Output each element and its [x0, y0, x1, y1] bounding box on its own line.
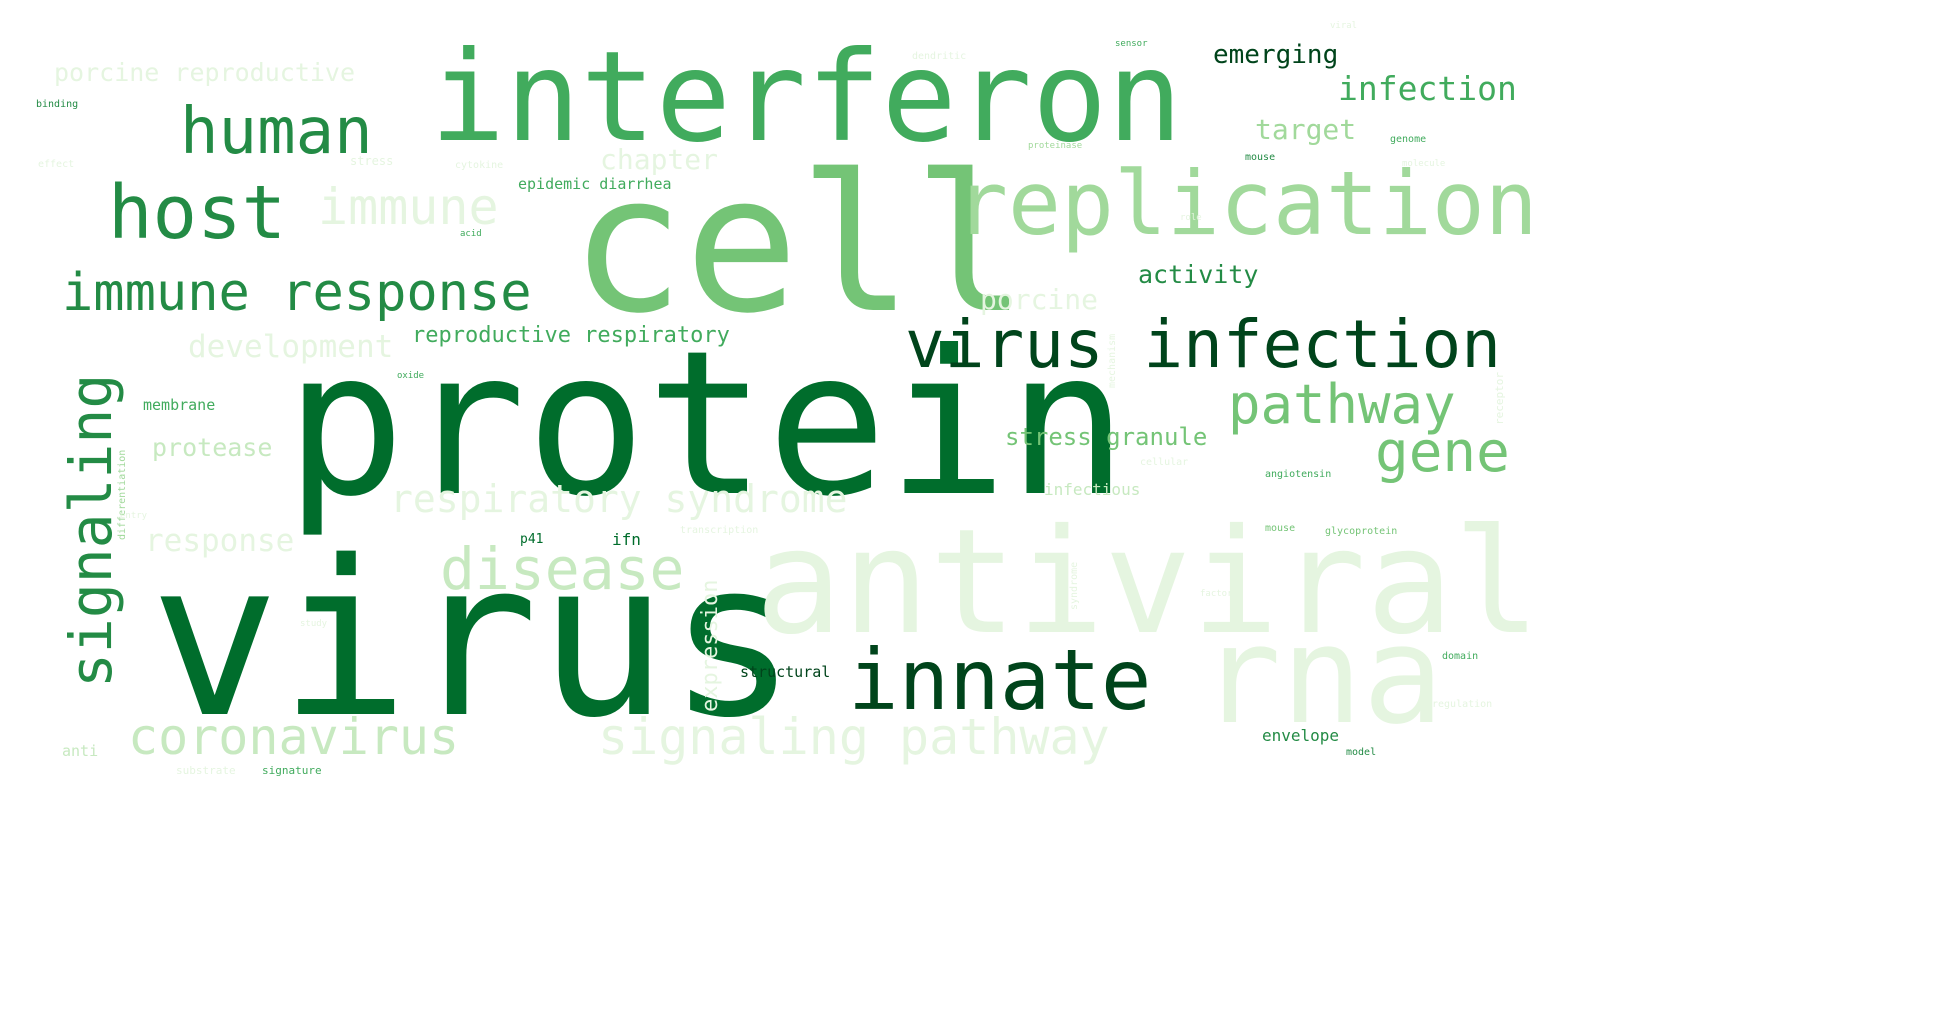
- word-host: host: [108, 170, 287, 256]
- word-structural: structural: [740, 663, 831, 681]
- word-domain: domain: [1442, 651, 1479, 662]
- word-receptor: receptor: [1493, 372, 1506, 425]
- word-molecule: molecule: [1402, 159, 1446, 169]
- word-angiotensin: angiotensin: [1265, 469, 1332, 480]
- word-chapter: chapter: [600, 143, 719, 176]
- word-transcription: transcription: [680, 525, 759, 536]
- word-substrate: substrate: [176, 764, 236, 777]
- word-ifn: ifn: [612, 530, 641, 549]
- word-human: human: [180, 95, 373, 169]
- word-glycoprotein: glycoprotein: [1325, 526, 1398, 537]
- word-viral: viral: [1330, 21, 1358, 31]
- word-cytokine: cytokine: [455, 160, 504, 171]
- word-target: target: [1255, 113, 1357, 146]
- word-epidemic-diarrhea: epidemic diarrhea: [518, 175, 672, 193]
- word-protease: protease: [152, 433, 273, 462]
- word-antiviral: antiviral: [755, 498, 1541, 667]
- word-respiratory-syndrome: respiratory syndrome: [390, 477, 848, 521]
- word-signaling: signaling: [57, 373, 125, 688]
- word-effect: effect: [38, 159, 75, 170]
- word-proteinase: proteinase: [1028, 141, 1083, 151]
- word-model: model: [1346, 747, 1377, 758]
- word-stress-granule: stress granule: [1005, 423, 1208, 451]
- word-binding: binding: [36, 99, 79, 110]
- word-role: role: [1180, 213, 1202, 223]
- word-innate: innate: [848, 631, 1152, 729]
- word-syndrome: syndrome: [1069, 561, 1080, 610]
- word-mechanism: mechanism: [1107, 333, 1118, 388]
- word-reproductive-respiratory: reproductive respiratory: [412, 323, 730, 348]
- word-porcine-reproductive: porcine reproductive: [54, 58, 356, 87]
- word-envelope: envelope: [1262, 726, 1340, 745]
- word-stress: stress: [350, 154, 394, 168]
- word-membrane: membrane: [143, 396, 216, 414]
- word-porcine: porcine: [980, 283, 1099, 316]
- word-p41: p41: [520, 532, 544, 547]
- word-sensor: sensor: [1115, 39, 1148, 49]
- word-genome: genome: [1390, 134, 1427, 145]
- word-emerging: emerging: [1213, 40, 1339, 70]
- word-immune: immune: [318, 178, 499, 236]
- word-rna: rna: [1200, 597, 1444, 754]
- word-cell: cell: [570, 134, 1028, 355]
- word-mouse-2: mouse: [1265, 523, 1296, 534]
- word-regulation: regulation: [1432, 699, 1493, 710]
- word-virus: virus: [150, 514, 798, 765]
- word-entry: entry: [120, 511, 148, 521]
- word-oxide: oxide: [397, 371, 425, 381]
- word-cellular: cellular: [1140, 457, 1189, 468]
- word-protein: protein: [285, 308, 1128, 541]
- word-virus-infection: virus infection: [905, 306, 1502, 383]
- word-signature: signature: [262, 764, 322, 777]
- word-activity: activity: [1138, 260, 1259, 289]
- word-coronavirus: coronavirus: [128, 708, 460, 766]
- word-replication: replication: [955, 152, 1538, 255]
- word-immune-response: immune response: [62, 263, 532, 323]
- word-mouse-1: mouse: [1245, 152, 1276, 163]
- word-infection: infection: [1338, 69, 1517, 108]
- word-gene: gene: [1375, 420, 1510, 485]
- word-response: response: [145, 523, 295, 559]
- word-disease: disease: [440, 535, 685, 603]
- word-infectious: infectious: [1044, 480, 1141, 499]
- word-study: study: [300, 619, 328, 629]
- word-factor: factor: [1200, 589, 1233, 599]
- word-signaling-pathway: signaling pathway: [598, 708, 1110, 766]
- word-expression: expression: [698, 579, 723, 712]
- word-interferon: interferon: [430, 25, 1183, 170]
- word-anti: anti: [62, 742, 99, 760]
- word-acid: acid: [460, 229, 482, 239]
- word-development: development: [188, 329, 394, 365]
- word-differentiation: differentiation: [117, 449, 128, 540]
- word-dendritic: dendritic: [912, 51, 967, 62]
- word-pathway: pathway: [1228, 373, 1456, 436]
